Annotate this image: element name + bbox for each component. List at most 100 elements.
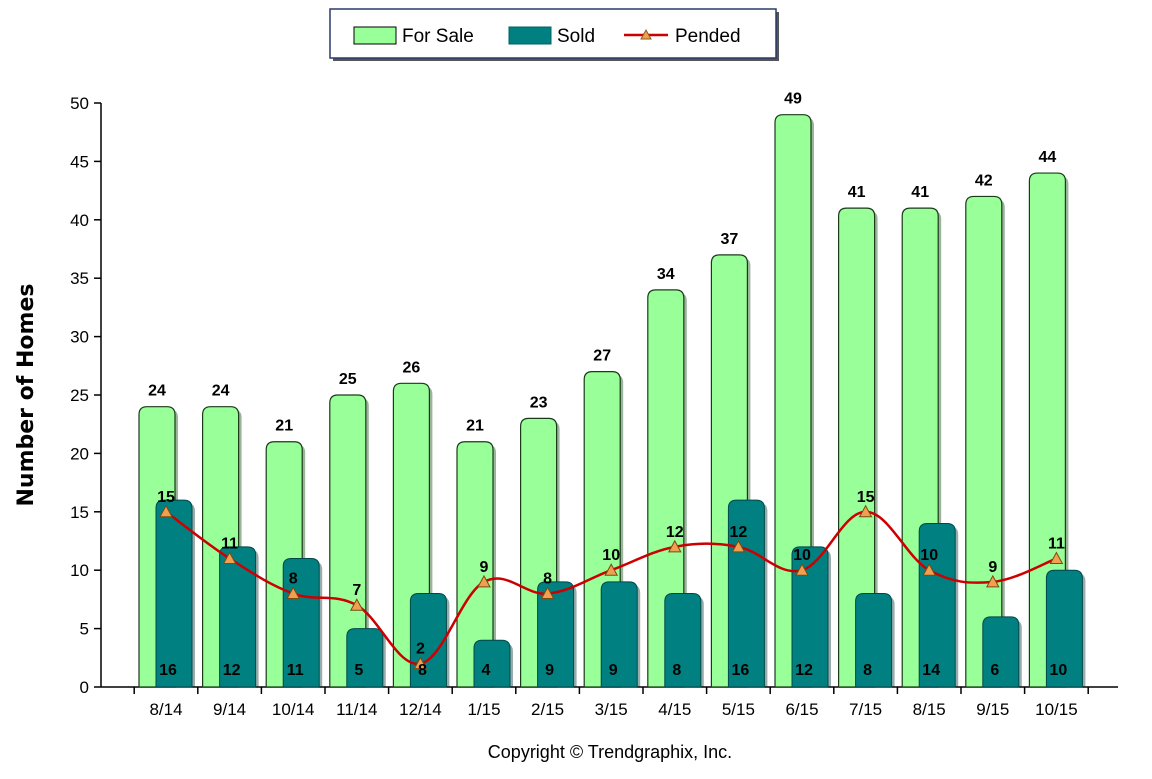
- x-tick-label: 10/15: [1035, 700, 1078, 719]
- for-sale-value-label: 41: [848, 184, 866, 201]
- pended-value-label: 8: [289, 571, 298, 588]
- pended-marker: [922, 563, 937, 576]
- pended-value-label: 12: [730, 524, 748, 541]
- pended-marker: [1049, 551, 1064, 565]
- pended-marker: [858, 504, 873, 518]
- sold-value-label: 14: [922, 662, 940, 679]
- sold-bar: [855, 593, 893, 688]
- x-tick-label: 8/15: [913, 700, 946, 719]
- pended-value-label: 12: [666, 524, 684, 541]
- copyright-text: Copyright © Trendgraphix, Inc.: [488, 742, 732, 762]
- y-tick-label: 15: [70, 503, 89, 522]
- pended-marker: [159, 504, 173, 518]
- x-tick-label: 5/15: [722, 700, 755, 719]
- for-sale-value-label: 25: [339, 371, 357, 388]
- x-tick-label: 4/15: [658, 700, 691, 719]
- pended-marker: [477, 574, 491, 588]
- sold-value-label: 8: [418, 662, 427, 679]
- sold-bars: [155, 499, 1086, 688]
- sold-bar: [982, 616, 1020, 688]
- sold-bar: [473, 639, 511, 688]
- y-tick-label: 40: [70, 211, 89, 230]
- for-sale-bar: [838, 207, 876, 688]
- legend-label-pended: Pended: [675, 26, 741, 47]
- legend-box: [329, 8, 777, 59]
- y-axis-label: Number of Homes: [14, 284, 39, 507]
- x-tick-label: 12/14: [399, 700, 442, 719]
- for-sale-value-label: 34: [657, 266, 675, 283]
- sold-value-label: 9: [545, 662, 554, 679]
- for-sale-bar: [965, 195, 1003, 688]
- sold-bar: [155, 499, 193, 688]
- for-sale-value-label: 24: [148, 383, 166, 400]
- sold-value-label: 8: [863, 662, 872, 679]
- sold-value-label: 4: [482, 662, 491, 679]
- for-sale-value-label: 49: [784, 91, 802, 108]
- legend-swatch-for-sale: [353, 26, 397, 45]
- x-tick-label: 2/15: [531, 700, 564, 719]
- for-sale-value-label: 27: [593, 348, 611, 365]
- sold-bar: [1045, 569, 1083, 688]
- pended-marker: [667, 539, 682, 553]
- x-tick-label: 10/14: [272, 700, 315, 719]
- sold-value-label: 6: [990, 662, 999, 679]
- x-tick-label: 6/15: [785, 700, 818, 719]
- sold-value-label: 10: [1050, 662, 1068, 679]
- y-tick-label: 45: [70, 152, 89, 171]
- sold-bar: [346, 628, 384, 688]
- for-sale-bar: [329, 394, 367, 688]
- pended-marker: [604, 563, 619, 576]
- pended-value-label: 2: [416, 641, 425, 658]
- sold-value-label: 5: [354, 662, 363, 679]
- sold-bar: [664, 593, 702, 688]
- x-tick-label: 8/14: [149, 700, 182, 719]
- for-sale-value-label: 42: [975, 172, 993, 189]
- sold-bar: [791, 546, 829, 688]
- pended-marker: [413, 656, 428, 670]
- x-tick-label: 11/14: [336, 700, 377, 719]
- pended-value-label: 15: [857, 489, 875, 506]
- y-tick-label: 30: [70, 328, 89, 347]
- pended-value-label: 9: [988, 559, 997, 576]
- pended-value-label: 11: [221, 536, 238, 553]
- pended-value-label: 10: [920, 547, 938, 564]
- x-tick-label: 3/15: [595, 700, 628, 719]
- legend-label-sold: Sold: [557, 26, 595, 47]
- for-sale-bar: [774, 114, 812, 688]
- pended-value-label: 8: [543, 571, 552, 588]
- pended-value-label: 10: [793, 547, 811, 564]
- for-sale-bar: [456, 441, 494, 688]
- x-tick-label: 1/15: [467, 700, 500, 719]
- pended-marker: [222, 551, 237, 565]
- pended-value-label: 10: [602, 547, 620, 564]
- pended-value-label: 7: [352, 582, 361, 599]
- x-tick-label: 9/15: [976, 700, 1009, 719]
- x-tick-label: 7/15: [849, 700, 882, 719]
- pended-marker: [349, 598, 364, 611]
- pended-marker: [540, 586, 555, 600]
- y-tick-label: 0: [80, 678, 89, 697]
- sold-value-label: 9: [609, 662, 618, 679]
- legend: For Sale Sold Pended: [329, 8, 779, 61]
- for-sale-value-label: 24: [212, 383, 230, 400]
- legend-swatch-sold: [508, 26, 552, 45]
- sold-bar: [600, 581, 638, 688]
- pended-marker: [985, 574, 1000, 588]
- y-tick-label: 10: [70, 561, 89, 580]
- sold-value-label: 16: [732, 662, 750, 679]
- x-tick-label: 9/14: [213, 700, 246, 719]
- y-tick-label: 5: [80, 620, 89, 639]
- for-sale-value-label: 21: [275, 418, 293, 435]
- pended-marker: [731, 539, 746, 553]
- y-tick-label: 50: [70, 94, 89, 113]
- legend-label-for-sale: For Sale: [402, 26, 474, 47]
- sold-value-label: 11: [287, 662, 304, 679]
- sold-value-label: 12: [223, 662, 241, 679]
- for-sale-value-label: 21: [466, 418, 484, 435]
- pended-series: 15 11 8 7 2 9 8 10 12 12 10 15 10 9 11: [157, 489, 1065, 670]
- pended-value-label: 9: [480, 559, 489, 576]
- legend-marker-pended: [640, 28, 652, 40]
- for-sale-value-label: 26: [403, 359, 421, 376]
